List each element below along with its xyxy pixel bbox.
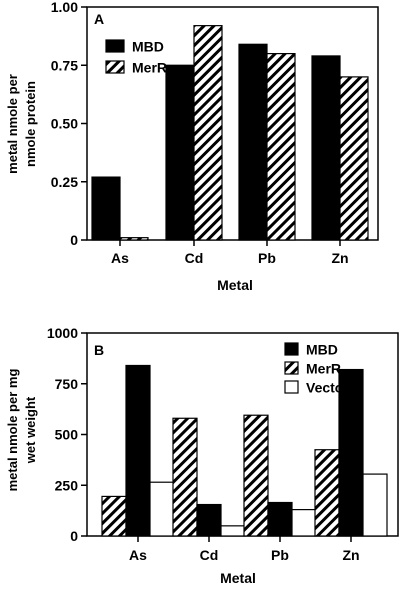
x-tick-label: Cd: [200, 547, 219, 563]
y-tick-label: 250: [55, 477, 79, 493]
x-tick-label: Cd: [185, 250, 204, 266]
legend-label-mbd: MBD: [132, 39, 164, 55]
x-tick-label: As: [111, 250, 129, 266]
y-tick-label: 1.00: [51, 0, 78, 15]
bar-vector-cd: [220, 525, 246, 537]
bar-merr-as: [101, 495, 127, 537]
x-tick-label: Zn: [342, 547, 359, 563]
x-tick-label: Zn: [331, 250, 348, 266]
y-axis-ticks-a: 0 0.25 0.50 0.75 1.00: [51, 0, 87, 248]
bar-mbd-as: [125, 364, 151, 537]
bar-mbd-pb: [238, 43, 268, 241]
y-axis-label-b-line-2: wet weight: [23, 396, 38, 464]
bar-merr-as: [119, 237, 149, 241]
x-tick-label: As: [129, 547, 147, 563]
panel-label-a: A: [94, 11, 104, 27]
legend-swatch-vector: [284, 380, 299, 394]
bar-vector-pb: [291, 509, 317, 537]
bar-mbd-zn: [311, 55, 341, 241]
bar-merr-cd: [172, 417, 198, 537]
bar-merr-pb: [243, 414, 269, 537]
y-tick-label: 0: [70, 528, 78, 544]
chart-panel-a: A 0 0.25 0.50 0.75 1.00 As Cd Pb Zn MBD MerR met…: [5, 0, 379, 293]
y-tick-label: 0.75: [51, 57, 78, 73]
bar-mbd-pb: [267, 501, 293, 537]
legend-swatch-mbd: [105, 39, 125, 53]
bar-vector-as: [149, 481, 175, 537]
bar-merr-cd: [193, 25, 223, 241]
y-tick-label: 0.25: [51, 174, 78, 190]
y-axis-label-a-line-1: metal nmole per: [5, 74, 20, 174]
bar-merr-zn: [314, 449, 340, 537]
x-axis-ticks-b: As Cd Pb Zn: [129, 536, 360, 563]
legend-swatch-merr: [105, 60, 125, 74]
x-axis-ticks-a: As Cd Pb Zn: [111, 240, 349, 266]
legend-label-merr: MerR: [306, 361, 341, 377]
panel-label-b: B: [94, 342, 104, 358]
legend-b: MBD MerR Vector: [284, 342, 349, 396]
bar-mbd-cd: [165, 64, 195, 241]
y-tick-label: 1000: [47, 325, 78, 341]
legend-swatch-merr: [284, 361, 299, 375]
bar-mbd-zn: [338, 368, 364, 537]
y-axis-label-b-line-1: metal nmole per mg: [5, 369, 20, 492]
y-axis-label-a-line-2: nmole protein: [23, 81, 38, 167]
legend-label-vector: Vector: [306, 380, 349, 396]
bar-merr-zn: [339, 76, 369, 241]
bars-b: [101, 364, 388, 537]
legend-label-merr: MerR: [132, 60, 167, 76]
x-axis-label-a: Metal: [217, 277, 253, 293]
y-axis-ticks-b: 0 250 500 750 1000: [47, 325, 87, 544]
y-tick-label: 0: [70, 232, 78, 248]
y-tick-label: 500: [55, 427, 79, 443]
bar-mbd-cd: [196, 503, 222, 537]
bar-vector-zn: [362, 473, 388, 537]
y-tick-label: 0.50: [51, 116, 78, 132]
y-tick-label: 750: [55, 376, 79, 392]
x-tick-label: Pb: [271, 547, 289, 563]
x-axis-label-b: Metal: [220, 570, 256, 586]
legend-swatch-mbd: [284, 342, 299, 356]
legend-a: MBD MerR: [105, 39, 167, 76]
bars-a: [91, 25, 369, 241]
legend-label-mbd: MBD: [306, 342, 338, 358]
x-tick-label: Pb: [258, 250, 276, 266]
bar-merr-pb: [266, 52, 296, 241]
bar-mbd-as: [91, 176, 121, 241]
